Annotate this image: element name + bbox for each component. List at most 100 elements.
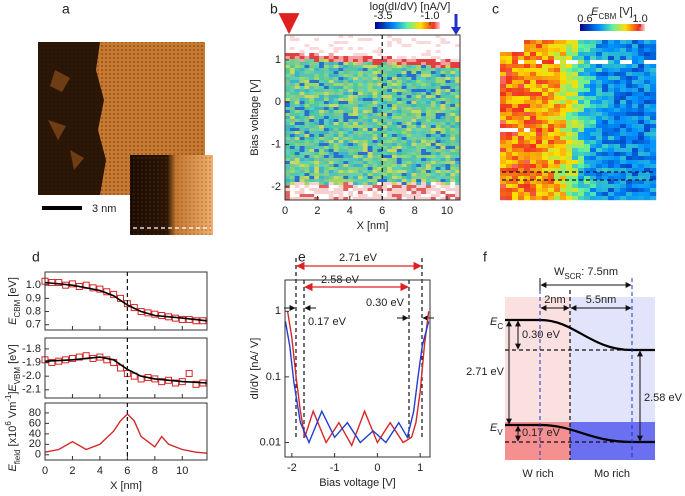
map-cell bbox=[578, 180, 585, 185]
map-cell bbox=[632, 176, 639, 181]
map-cell bbox=[401, 50, 407, 54]
map-cell bbox=[328, 197, 334, 201]
map-cell bbox=[614, 176, 621, 181]
map-cell bbox=[333, 35, 339, 39]
map-cell bbox=[391, 104, 398, 108]
map-cell bbox=[450, 65, 456, 69]
map-cell bbox=[411, 92, 417, 96]
map-cell bbox=[411, 149, 417, 153]
map-cell bbox=[323, 83, 330, 87]
map-cell bbox=[425, 170, 432, 174]
map-cell bbox=[632, 48, 639, 53]
map-cell bbox=[566, 84, 573, 89]
map-cell bbox=[319, 92, 325, 96]
map-cell bbox=[323, 149, 330, 153]
map-cell bbox=[411, 182, 417, 186]
map-cell bbox=[372, 47, 378, 51]
map-cell bbox=[367, 173, 373, 177]
map-cell bbox=[367, 74, 373, 78]
map-cell bbox=[626, 132, 633, 137]
map-cell bbox=[382, 170, 388, 174]
map-cell bbox=[333, 194, 339, 198]
map-cell bbox=[626, 96, 633, 101]
map-cell bbox=[500, 156, 507, 161]
map-cell bbox=[650, 52, 657, 57]
map-cell bbox=[416, 62, 422, 66]
map-cell bbox=[596, 72, 603, 77]
map-cell bbox=[416, 92, 422, 96]
map-cell bbox=[382, 134, 388, 138]
map-cell bbox=[554, 128, 561, 133]
map-cell bbox=[401, 122, 407, 126]
map-cell bbox=[602, 40, 609, 45]
map-cell bbox=[536, 96, 543, 101]
map-cell bbox=[620, 104, 627, 109]
map-cell bbox=[536, 100, 543, 105]
map-cell bbox=[406, 128, 412, 132]
map-cell bbox=[285, 188, 291, 192]
plot-frame bbox=[284, 279, 431, 458]
map-cell bbox=[572, 68, 579, 73]
map-cell bbox=[343, 65, 349, 69]
map-cell bbox=[309, 128, 315, 132]
map-cell bbox=[536, 76, 543, 81]
map-cell bbox=[382, 161, 388, 165]
map-cell bbox=[608, 140, 615, 145]
map-cell bbox=[554, 44, 561, 49]
map-cell bbox=[572, 184, 579, 189]
map-cell bbox=[289, 140, 296, 144]
map-cell bbox=[506, 132, 513, 137]
map-cell bbox=[584, 196, 591, 201]
map-cell bbox=[382, 50, 388, 54]
map-cell bbox=[289, 137, 296, 141]
map-cell bbox=[524, 132, 531, 137]
map-cell bbox=[304, 128, 310, 132]
map-cell bbox=[401, 131, 407, 135]
map-cell bbox=[333, 110, 339, 114]
map-cell bbox=[596, 176, 603, 181]
map-cell bbox=[343, 122, 349, 126]
map-cell bbox=[314, 155, 320, 159]
map-cell bbox=[536, 172, 543, 177]
offset-label: 0.30 eV bbox=[522, 329, 561, 341]
map-cell bbox=[620, 144, 627, 149]
map-cell bbox=[596, 88, 603, 93]
map-cell bbox=[650, 76, 657, 81]
data-point bbox=[178, 315, 186, 323]
map-cell bbox=[289, 158, 296, 162]
map-cell bbox=[590, 44, 597, 49]
map-cell bbox=[401, 155, 407, 159]
map-cell bbox=[377, 146, 383, 150]
map-cell bbox=[554, 100, 561, 105]
map-cell bbox=[614, 144, 621, 149]
map-cell bbox=[396, 59, 402, 63]
map-cell bbox=[411, 83, 417, 87]
map-cell bbox=[357, 158, 364, 162]
map-cell bbox=[644, 76, 651, 81]
map-cell bbox=[602, 56, 609, 61]
map-cell bbox=[289, 155, 296, 159]
map-cell bbox=[572, 84, 579, 89]
map-cell bbox=[638, 180, 645, 185]
map-cell bbox=[430, 164, 436, 168]
map-cell bbox=[367, 89, 373, 93]
map-cell bbox=[382, 71, 388, 75]
map-cell bbox=[309, 44, 315, 48]
colorbar bbox=[375, 22, 440, 29]
map-cell bbox=[333, 170, 339, 174]
map-cell bbox=[294, 110, 300, 114]
map-cell bbox=[294, 107, 300, 111]
label-part: : 7.5nm bbox=[581, 266, 618, 278]
map-cell bbox=[382, 95, 388, 99]
map-cell bbox=[421, 149, 427, 153]
map-cell bbox=[536, 112, 543, 117]
map-cell bbox=[614, 44, 621, 49]
map-cell bbox=[435, 104, 441, 108]
map-cell bbox=[362, 155, 368, 159]
map-cell bbox=[445, 176, 451, 180]
map-cell bbox=[387, 86, 393, 90]
map-cell bbox=[596, 108, 603, 113]
map-cell bbox=[578, 172, 585, 177]
map-cell bbox=[353, 59, 359, 63]
map-cell bbox=[430, 53, 436, 57]
